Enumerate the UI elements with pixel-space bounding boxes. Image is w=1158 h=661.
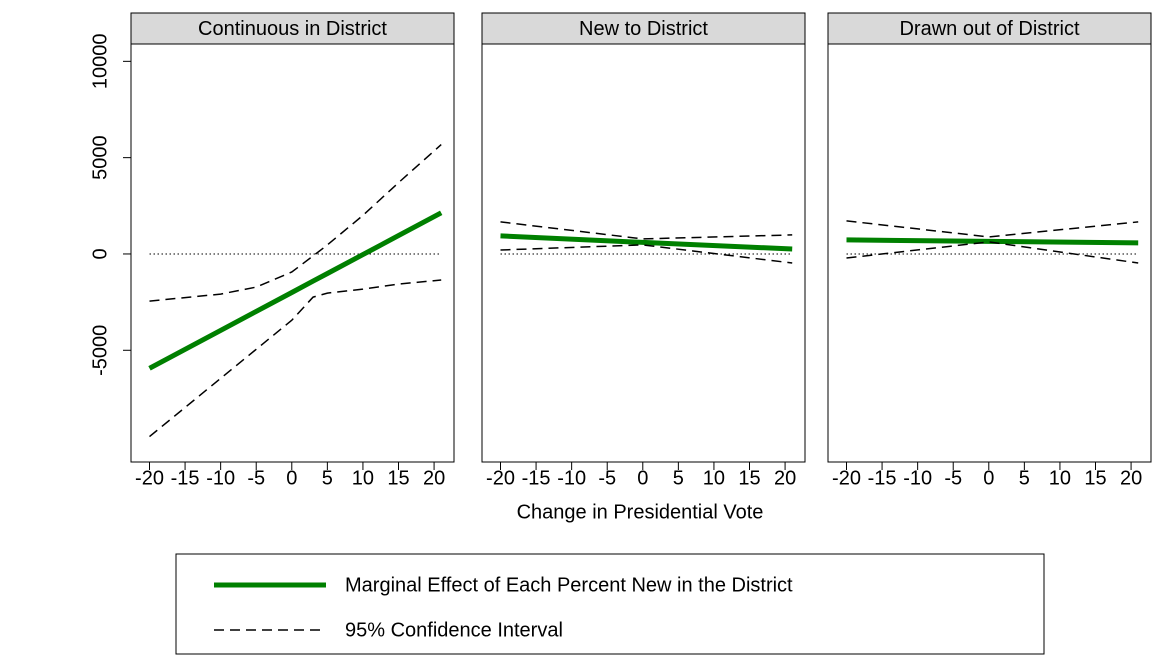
x-tick-label: -10	[206, 467, 235, 489]
ci-lower-line	[149, 279, 442, 438]
x-tick-label: 20	[1120, 467, 1142, 489]
effect-line	[500, 233, 793, 252]
x-tick-label: 0	[983, 467, 994, 489]
ci-upper-line	[149, 144, 442, 302]
x-tick-label: -20	[135, 467, 164, 489]
strip	[130, 12, 455, 45]
panel-title: Drawn out of District	[899, 18, 1079, 40]
x-tick-label: 0	[286, 467, 297, 489]
plot-frame	[827, 43, 1152, 463]
x-tick-label: -10	[557, 467, 586, 489]
x-tick-label: 20	[774, 467, 796, 489]
legend-box	[175, 553, 1045, 655]
x-tick-label: -10	[903, 467, 932, 489]
x-tick-label: 10	[1049, 467, 1071, 489]
x-tick-label: 5	[1019, 467, 1030, 489]
x-tick-label: -20	[486, 467, 515, 489]
effect-line	[148, 210, 443, 371]
x-tick-label: -5	[247, 467, 265, 489]
x-tick-label: 5	[322, 467, 333, 489]
panel-title: New to District	[579, 18, 708, 40]
x-tick-label: 5	[673, 467, 684, 489]
x-tick-label: 15	[387, 467, 409, 489]
x-tick-label: -15	[171, 467, 200, 489]
x-tick-label: 10	[352, 467, 374, 489]
plot-frame	[481, 43, 806, 463]
x-tick-label: -20	[832, 467, 861, 489]
panel-title: Continuous in District	[198, 18, 387, 40]
x-tick-label: 20	[423, 467, 445, 489]
x-tick-label: -15	[868, 467, 897, 489]
y-tick-label: 5000	[89, 135, 111, 180]
x-tick-label: 0	[637, 467, 648, 489]
effect-line	[846, 237, 1139, 246]
x-tick-label: 15	[738, 467, 760, 489]
ci-lower-line	[500, 244, 793, 264]
y-tick-label: -5000	[89, 325, 111, 376]
legend-label: Marginal Effect of Each Percent New in t…	[345, 574, 793, 596]
x-tick-label: -5	[598, 467, 616, 489]
ci-upper-line	[846, 220, 1139, 238]
x-tick-label: 10	[703, 467, 725, 489]
strip	[827, 12, 1152, 45]
y-tick-label: 10000	[89, 34, 111, 90]
plot-frame	[130, 43, 455, 463]
ci-lower-line	[846, 241, 1139, 264]
x-axis-label: Change in Presidential Vote	[517, 501, 764, 523]
x-tick-label: -5	[944, 467, 962, 489]
y-tick-label: 0	[89, 248, 111, 259]
legend-label: 95% Confidence Interval	[345, 619, 563, 641]
x-tick-label: 15	[1084, 467, 1106, 489]
ci-upper-line	[500, 221, 793, 240]
x-tick-label: -15	[522, 467, 551, 489]
